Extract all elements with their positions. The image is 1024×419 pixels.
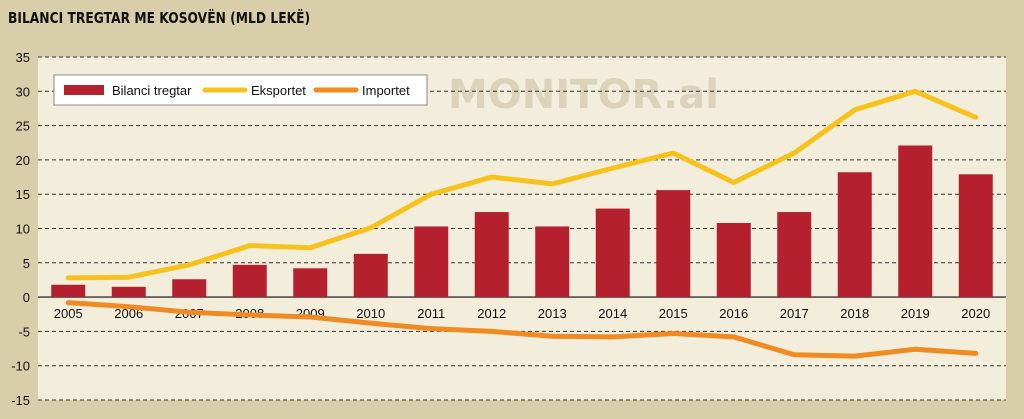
x-tick-label: 2018 [840, 306, 869, 321]
x-axis-ticks: 2005 2006 2007 2008 2009 2010 2011 2012 2013 2014… [54, 306, 990, 321]
bar [353, 253, 388, 298]
legend-label: Bilanci tregtar [112, 83, 192, 98]
y-tick-label: 35 [16, 50, 30, 65]
bar [898, 145, 933, 298]
x-tick-label: 2020 [961, 306, 990, 321]
bar [51, 284, 86, 298]
legend: Bilanci tregtar Eksportet Importet [53, 74, 428, 106]
bar [958, 174, 993, 298]
bar [172, 279, 207, 298]
bar [535, 226, 570, 298]
legend-swatch [64, 85, 104, 95]
x-tick-label: 2015 [659, 306, 688, 321]
x-tick-label: 2013 [538, 306, 567, 321]
bars [51, 145, 993, 298]
y-tick-label: 5 [23, 256, 30, 271]
bar [111, 286, 146, 298]
bar [837, 172, 872, 298]
x-tick-label: 2005 [54, 306, 83, 321]
bar [293, 268, 328, 298]
chart-title: BILANCI TREGTAR ME KOSOVËN (MLD LEKË) [8, 9, 311, 27]
y-axis-ticks: 35 30 25 20 15 10 5 0 -5 -10 -15 [11, 50, 30, 408]
series-lines [65, 88, 979, 359]
y-tick-label: 20 [16, 153, 30, 168]
x-tick-label: 2012 [477, 306, 506, 321]
bar [656, 190, 691, 298]
y-tick-label: 25 [16, 119, 30, 134]
x-tick-label: 2011 [417, 306, 445, 321]
x-tick-label: 2019 [901, 306, 930, 321]
y-tick-label: 10 [16, 222, 30, 237]
bar [414, 226, 449, 298]
x-tick-label: 2010 [356, 306, 385, 321]
series-line [65, 300, 979, 359]
y-tick-label: 15 [16, 187, 30, 202]
watermark-logo: MONITOR.al [448, 72, 719, 118]
x-tick-label: 2016 [719, 306, 748, 321]
legend-label: Eksportet [251, 83, 306, 98]
series-line [65, 88, 979, 281]
bar [474, 212, 509, 298]
bar [595, 208, 630, 298]
x-tick-label: 2017 [780, 306, 809, 321]
legend-label: Importet [362, 83, 410, 98]
y-tick-label: 30 [16, 84, 30, 99]
y-tick-label: -5 [18, 324, 30, 339]
bar [716, 223, 751, 298]
bar [232, 264, 267, 298]
y-tick-label: -15 [11, 393, 30, 408]
y-tick-label: 0 [23, 290, 30, 305]
bar [777, 212, 812, 298]
y-tick-label: -10 [11, 359, 30, 374]
x-tick-label: 2014 [598, 306, 627, 321]
